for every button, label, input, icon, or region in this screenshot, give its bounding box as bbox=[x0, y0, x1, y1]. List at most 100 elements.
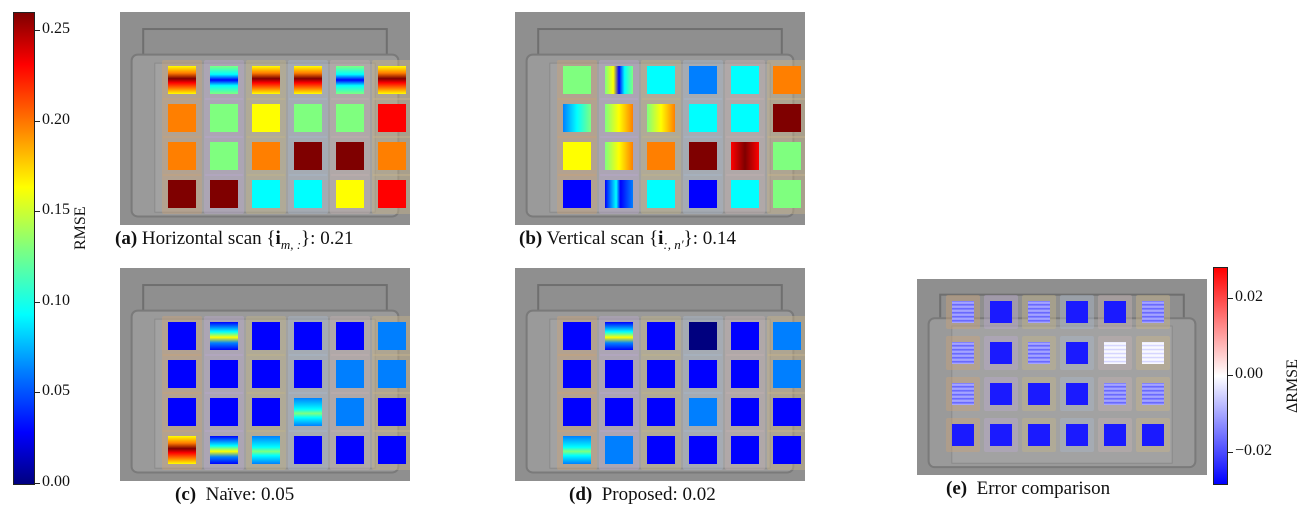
patch-error-map bbox=[605, 322, 633, 350]
color-patch bbox=[330, 174, 370, 214]
colorbar-delta-rmse-label: ΔRMSE bbox=[1284, 359, 1301, 413]
color-patch bbox=[1022, 377, 1056, 411]
patch-error-map bbox=[252, 66, 280, 94]
patch-error-map bbox=[378, 322, 406, 350]
patch-error-map bbox=[563, 104, 591, 132]
colorbar-tick bbox=[1227, 297, 1233, 299]
patch-error-map bbox=[689, 104, 717, 132]
patch-error-map bbox=[1142, 342, 1164, 364]
color-patch bbox=[599, 316, 639, 356]
color-patch bbox=[372, 60, 410, 100]
patch-error-map bbox=[210, 398, 238, 426]
patch-error-map bbox=[168, 66, 196, 94]
patch-error-map bbox=[210, 104, 238, 132]
patch-error-map bbox=[252, 436, 280, 464]
patch-error-map bbox=[378, 104, 406, 132]
color-patch bbox=[641, 174, 681, 214]
color-patch bbox=[557, 354, 597, 394]
patch-error-map bbox=[294, 322, 322, 350]
patch-error-map bbox=[168, 322, 196, 350]
patch-error-map bbox=[252, 104, 280, 132]
color-patch bbox=[1022, 336, 1056, 370]
patch-error-map bbox=[210, 360, 238, 388]
panel-d-image bbox=[515, 268, 805, 481]
color-patch bbox=[641, 60, 681, 100]
patch-error-map bbox=[1028, 424, 1050, 446]
patch-error-map bbox=[210, 142, 238, 170]
patch-error-map bbox=[773, 142, 801, 170]
patch-error-map bbox=[689, 142, 717, 170]
color-patch bbox=[683, 60, 723, 100]
patch-error-map bbox=[1142, 424, 1164, 446]
patch-error-map bbox=[336, 360, 364, 388]
color-patch bbox=[984, 295, 1018, 329]
patch-error-map bbox=[647, 398, 675, 426]
color-patch bbox=[767, 392, 805, 432]
color-patch bbox=[725, 98, 765, 138]
color-patch bbox=[162, 136, 202, 176]
color-patch bbox=[288, 316, 328, 356]
color-patch bbox=[1098, 418, 1132, 452]
colorbar-tick bbox=[34, 483, 40, 484]
patch-error-map bbox=[1066, 301, 1088, 323]
panel-c-image bbox=[120, 268, 410, 481]
color-patch bbox=[246, 316, 286, 356]
color-patch bbox=[1136, 377, 1170, 411]
patch-error-map bbox=[605, 66, 633, 94]
patch-error-map bbox=[336, 66, 364, 94]
patch-error-map bbox=[773, 360, 801, 388]
patch-error-map bbox=[168, 180, 196, 208]
color-patch bbox=[641, 98, 681, 138]
color-patch bbox=[599, 60, 639, 100]
color-patch bbox=[984, 418, 1018, 452]
color-patch bbox=[1136, 418, 1170, 452]
patch-error-map bbox=[1028, 301, 1050, 323]
color-patch bbox=[1022, 418, 1056, 452]
color-patch bbox=[162, 392, 202, 432]
color-patch bbox=[1098, 295, 1132, 329]
color-patch bbox=[767, 60, 805, 100]
colorbar-tick-label: 0.05 bbox=[42, 382, 70, 400]
patch-error-map bbox=[731, 104, 759, 132]
color-patch bbox=[330, 316, 370, 356]
color-patch bbox=[683, 392, 723, 432]
color-patch bbox=[330, 354, 370, 394]
colorbar-tick-label: 0.02 bbox=[1235, 287, 1263, 305]
color-patch bbox=[599, 174, 639, 214]
color-patch bbox=[557, 316, 597, 356]
patch-error-map bbox=[731, 360, 759, 388]
color-patch bbox=[599, 98, 639, 138]
colorbar-tick bbox=[34, 30, 40, 32]
color-patch bbox=[767, 98, 805, 138]
patch-error-map bbox=[689, 398, 717, 426]
color-patch bbox=[1022, 295, 1056, 329]
panel-e-image bbox=[917, 279, 1207, 475]
patch-error-map bbox=[952, 301, 974, 323]
color-patch bbox=[372, 430, 410, 470]
patch-error-map bbox=[378, 142, 406, 170]
color-patch bbox=[946, 295, 980, 329]
patch-error-map bbox=[731, 66, 759, 94]
colorbar-rmse bbox=[13, 12, 35, 485]
color-patch bbox=[683, 136, 723, 176]
color-patch bbox=[372, 136, 410, 176]
patch-error-map bbox=[731, 398, 759, 426]
patch-error-map bbox=[773, 66, 801, 94]
color-patch bbox=[246, 392, 286, 432]
colorbar-tick bbox=[1227, 452, 1233, 454]
patch-error-map bbox=[563, 398, 591, 426]
color-patch bbox=[725, 316, 765, 356]
patch-error-map bbox=[378, 436, 406, 464]
color-patch bbox=[246, 174, 286, 214]
color-patch bbox=[767, 354, 805, 394]
patch-error-map bbox=[1104, 342, 1126, 364]
patch-error-map bbox=[336, 436, 364, 464]
color-patch bbox=[162, 98, 202, 138]
color-patch bbox=[372, 392, 410, 432]
color-patch bbox=[1060, 377, 1094, 411]
color-patch bbox=[557, 392, 597, 432]
color-patch bbox=[204, 60, 244, 100]
patch-error-map bbox=[731, 180, 759, 208]
patch-error-map bbox=[563, 322, 591, 350]
patch-error-map bbox=[210, 180, 238, 208]
